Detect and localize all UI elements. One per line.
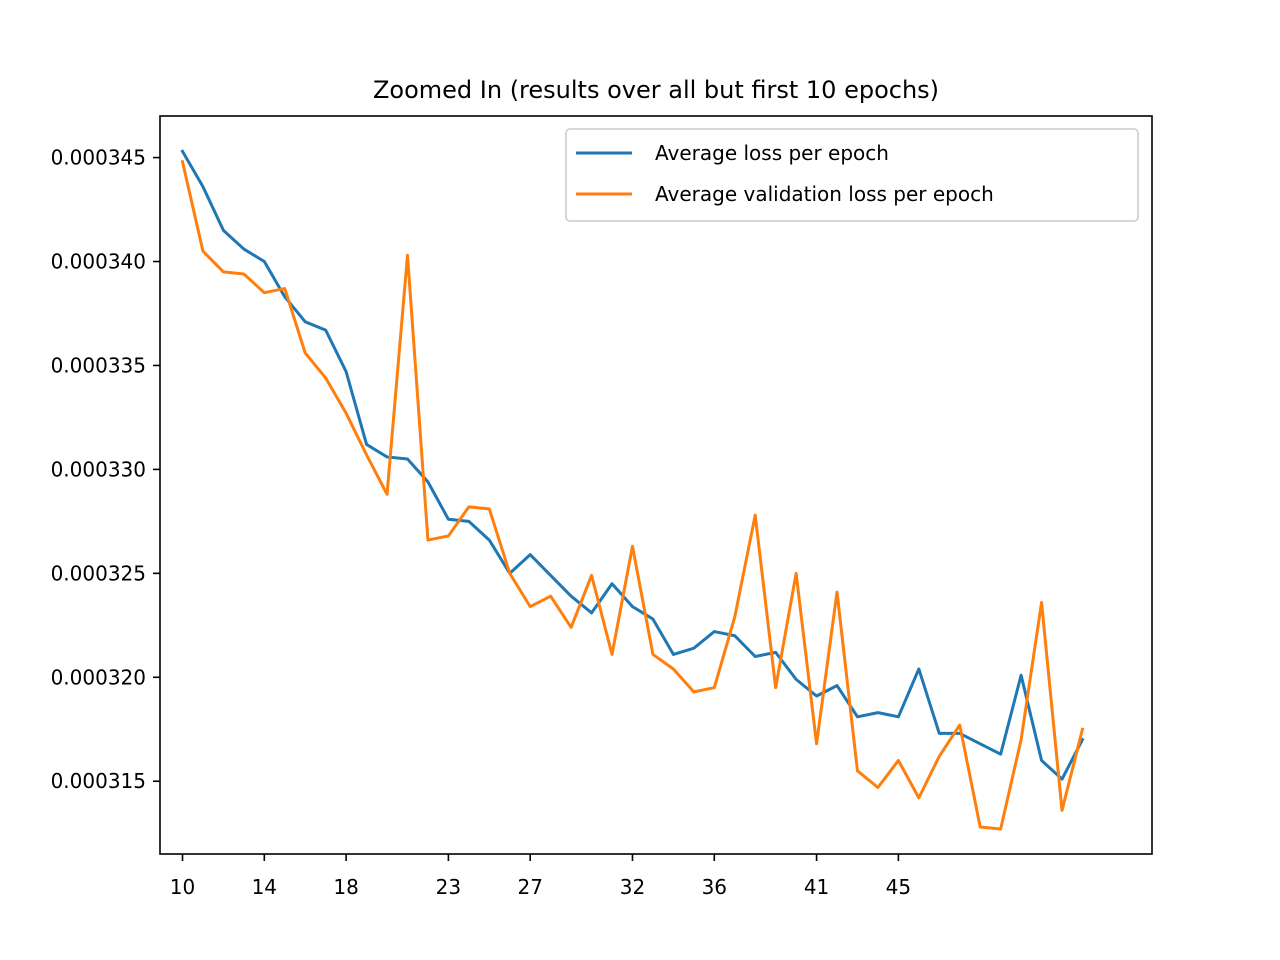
axes-frame bbox=[159, 115, 1153, 855]
y-tick-label: 0.000325 bbox=[51, 561, 146, 585]
series-line-1 bbox=[180, 149, 1085, 781]
y-tick-label: 0.000330 bbox=[51, 457, 146, 481]
y-tick-label: 0.000340 bbox=[51, 250, 146, 274]
y-tick-label: 0.000345 bbox=[51, 146, 146, 170]
y-tick-label: 0.000315 bbox=[51, 769, 146, 793]
plot-area bbox=[180, 149, 1085, 831]
legend-label-1: Average loss per epoch bbox=[655, 141, 889, 165]
x-tick-label: 10 bbox=[170, 875, 195, 899]
legend-box bbox=[565, 128, 1139, 222]
x-tick-label: 41 bbox=[804, 875, 829, 899]
x-tick-label: 36 bbox=[702, 875, 727, 899]
x-tick-label: 32 bbox=[620, 875, 645, 899]
x-tick-label: 45 bbox=[886, 875, 911, 899]
x-tick-label: 14 bbox=[252, 875, 277, 899]
x-tick-label: 27 bbox=[517, 875, 542, 899]
series-line-2 bbox=[180, 159, 1085, 831]
y-tick-label: 0.000335 bbox=[51, 353, 146, 377]
legend-label-2: Average validation loss per epoch bbox=[655, 182, 994, 206]
x-tick-label: 18 bbox=[333, 875, 358, 899]
chart-title: Zoomed In (results over all but first 10… bbox=[373, 76, 939, 104]
y-tick-label: 0.000320 bbox=[51, 665, 146, 689]
legend: Average loss per epoch Average validation… bbox=[565, 128, 1139, 222]
axes: 10 14 18 23 27 32 36 41 45 0.000315 0.000320 0.0003… bbox=[51, 115, 1153, 899]
x-tick-label: 23 bbox=[436, 875, 461, 899]
